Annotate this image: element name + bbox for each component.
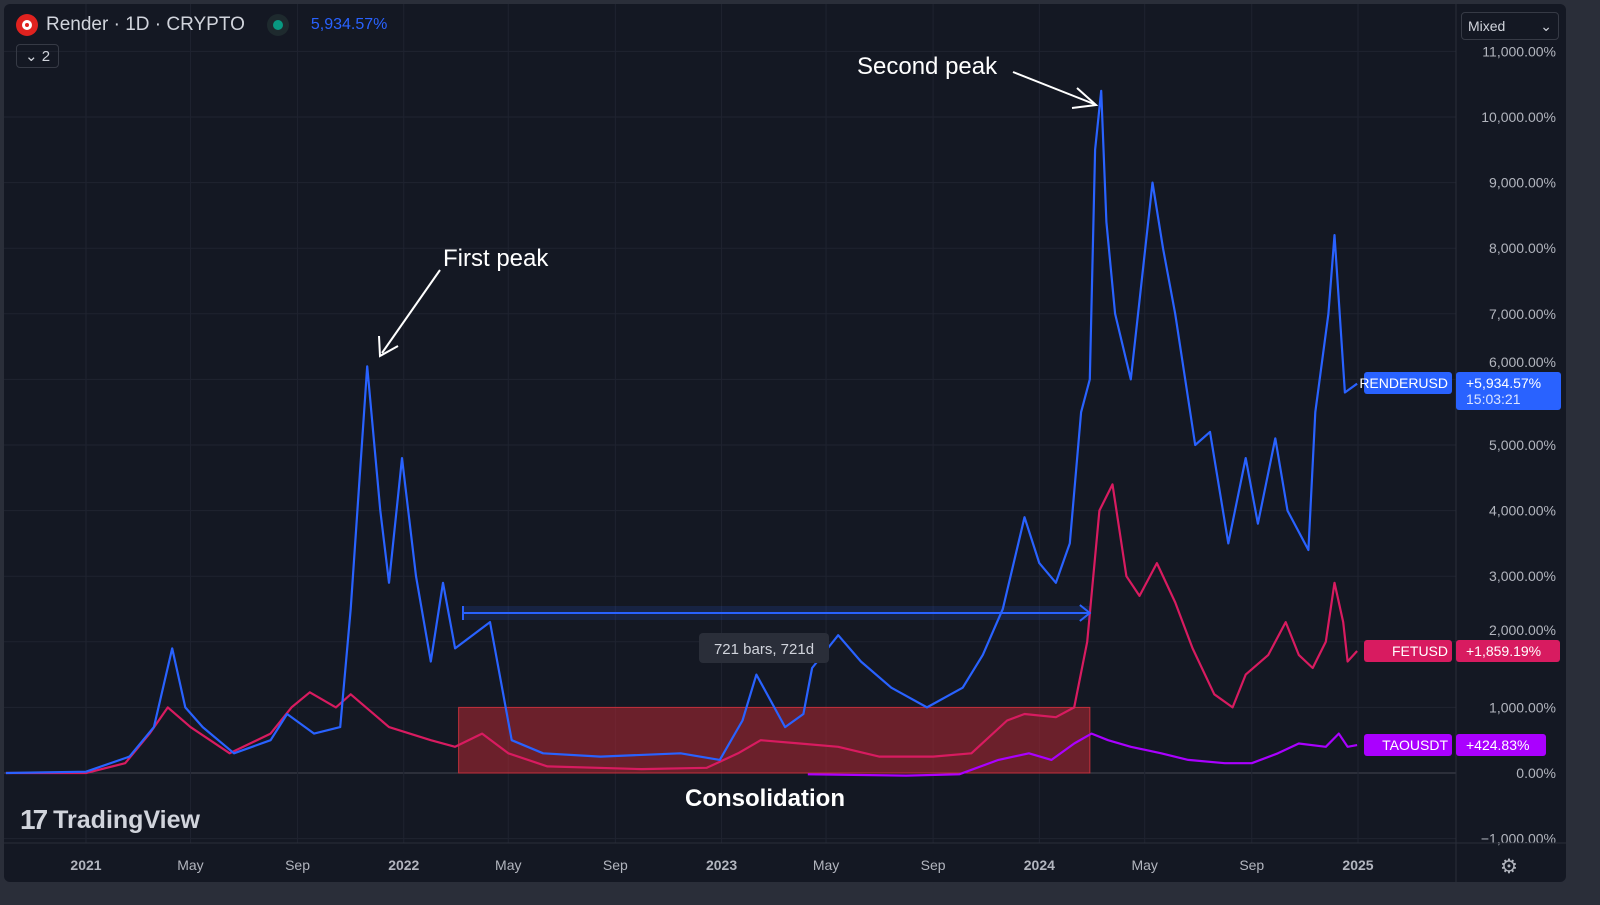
first-peak-arrowhead — [378, 335, 399, 358]
y-tick-label: 8,000.00% — [1489, 240, 1556, 256]
gear-icon[interactable]: ⚙ — [1500, 856, 1518, 878]
second-peak-arrowhead — [1071, 87, 1099, 109]
last-value-label: +5,934.57% — [1466, 375, 1541, 391]
series-line-fetusd — [5, 483, 1358, 775]
scale-mode-value: Mixed — [1468, 18, 1506, 34]
y-tick-label: 11,000.00% — [1482, 43, 1556, 59]
y-tick-label: 7,000.00% — [1489, 306, 1556, 322]
last-value-tag — [1456, 372, 1561, 410]
y-tick-label: 3,000.00% — [1489, 568, 1556, 584]
second-peak-label: Second peak — [857, 53, 998, 80]
consolidation-label: Consolidation — [685, 785, 845, 812]
series-name-tag — [1364, 734, 1452, 756]
measure-label-box — [699, 633, 829, 663]
x-tick-label: Sep — [285, 857, 310, 873]
chart-frame: 11,000.00% 10,000.00% 9,000.00% 8,000.00% 7,… — [4, 4, 1566, 882]
x-tick-label: May — [495, 857, 521, 873]
change-value: 5,934.57% — [310, 16, 388, 33]
last-value-label: +1,859.19% — [1466, 643, 1541, 659]
scale-mode-select[interactable]: Mixed ⌄ — [1461, 12, 1559, 40]
series-line-renderusd — [5, 89, 1358, 775]
series-name-label: TAOUSDT — [1382, 737, 1448, 753]
x-tick-label: May — [177, 857, 203, 873]
series-name-tag — [1364, 640, 1452, 662]
y-tick-label: 9,000.00% — [1489, 175, 1556, 191]
last-value-tag — [1456, 734, 1546, 756]
symbol-title[interactable]: Render · 1D · CRYPTO — [46, 14, 245, 35]
series-line-taousdt — [807, 732, 1358, 777]
measure-label: 721 bars, 721d — [714, 641, 814, 658]
bar-countdown: 15:03:21 — [1466, 391, 1521, 407]
y-tick-label: 1,000.00% — [1489, 699, 1556, 715]
y-tick-label: 10,000.00% — [1481, 109, 1556, 125]
legend-header: Render · 1D · CRYPTO 5,934.57% — [16, 14, 387, 36]
chevron-down-icon: ⌄ — [25, 48, 38, 65]
x-tick-label: Sep — [921, 857, 946, 873]
consolidation-zone — [458, 706, 1091, 774]
last-value-label: +424.83% — [1466, 737, 1529, 753]
first-peak-arrow — [381, 269, 441, 354]
y-tick-label: 5,000.00% — [1489, 437, 1556, 453]
measure-arrowhead — [1079, 604, 1092, 622]
x-tick-label: 2023 — [706, 857, 737, 873]
x-tick-label: Sep — [1239, 857, 1264, 873]
x-tick-label: Sep — [603, 857, 628, 873]
y-tick-label: 6,000.00% — [1489, 354, 1556, 370]
tradingview-logo: 17 TradingView — [20, 804, 200, 836]
y-tick-label: 4,000.00% — [1489, 503, 1556, 519]
second-peak-arrow — [1012, 71, 1095, 105]
collapse-indicators-button[interactable]: ⌄ 2 — [16, 44, 60, 68]
y-tick-label: 0.00% — [1516, 765, 1556, 781]
x-tick-label: May — [813, 857, 839, 873]
chevron-down-icon: ⌄ — [1540, 17, 1552, 34]
x-tick-label: 2025 — [1342, 857, 1373, 873]
market-open-dot-icon — [266, 14, 289, 36]
tv-logo-icon: 17 — [20, 804, 48, 835]
x-tick-label: May — [1131, 857, 1157, 873]
series-name-tag — [1364, 372, 1452, 394]
first-peak-label: First peak — [443, 245, 549, 272]
x-tick-label: 2024 — [1024, 857, 1055, 873]
x-tick-label: 2021 — [70, 857, 101, 873]
render-logo-icon — [16, 14, 38, 36]
y-tick-label: −1,000.00% — [1481, 831, 1556, 847]
y-tick-label: 2,000.00% — [1489, 622, 1556, 638]
indicator-count: 2 — [41, 48, 51, 65]
price-chart[interactable]: 11,000.00% 10,000.00% 9,000.00% 8,000.00% 7,… — [4, 4, 1566, 882]
x-tick-label: 2022 — [388, 857, 419, 873]
logo-text: TradingView — [53, 805, 200, 834]
last-value-tag — [1456, 640, 1560, 662]
series-name-label: FETUSD — [1392, 643, 1448, 659]
series-name-label: RENDERUSD — [1359, 375, 1448, 391]
